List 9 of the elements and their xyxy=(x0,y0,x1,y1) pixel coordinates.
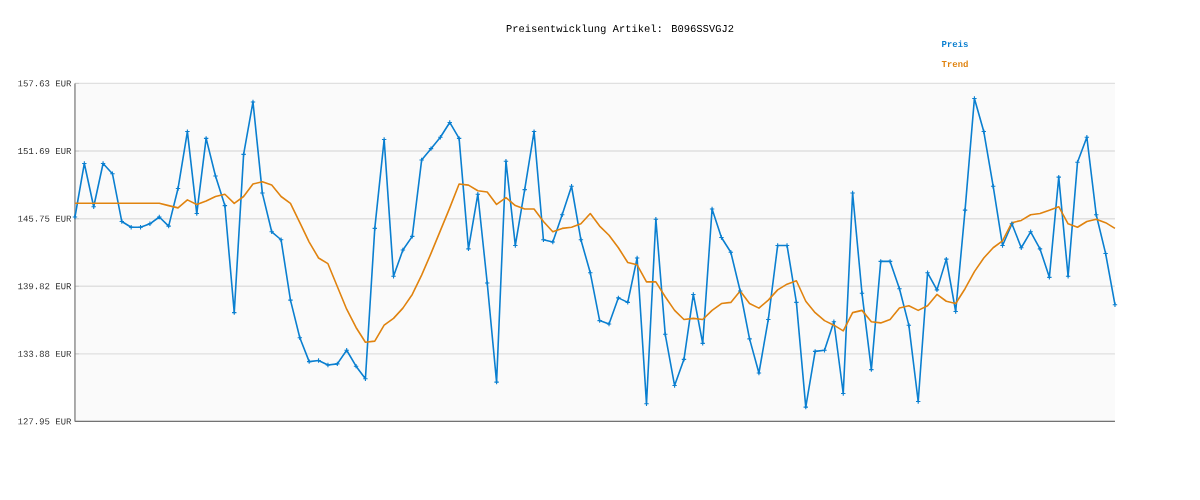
y-tick-label: 151.69 EUR xyxy=(18,148,72,155)
y-tick-label: 157.63 EUR xyxy=(18,80,72,87)
y-tick-label: 139.82 EUR xyxy=(18,283,72,290)
text: Trend xyxy=(941,60,968,68)
y-tick-label: 133.88 EUR xyxy=(18,350,72,357)
text: Preis xyxy=(942,40,968,48)
y-tick-label: 145.75 EUR xyxy=(18,215,72,222)
chart-title: Preisentwicklung Artikel: B096SSVGJ2 xyxy=(506,24,734,35)
y-tick-label: 127.95 EUR xyxy=(18,418,72,425)
